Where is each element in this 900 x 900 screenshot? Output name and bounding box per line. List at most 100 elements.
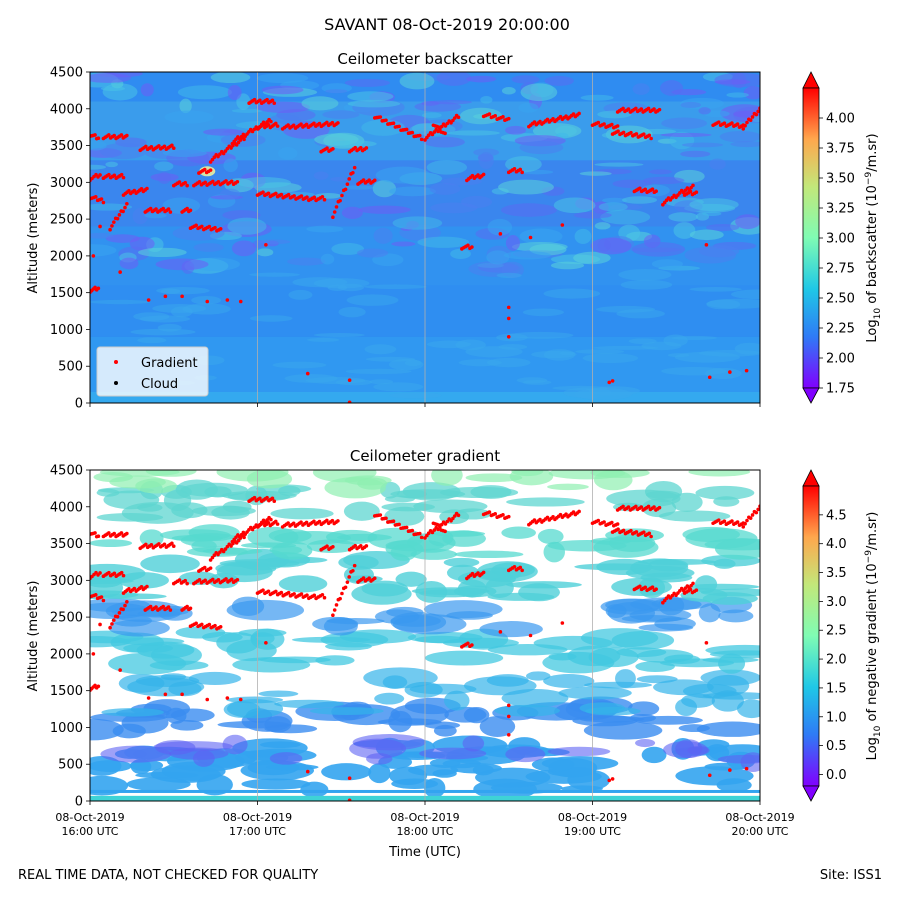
gradient-point xyxy=(216,577,221,582)
gradient-patch xyxy=(274,531,351,545)
gradient-point xyxy=(144,542,148,547)
gradient-point xyxy=(188,208,193,213)
gradient-point xyxy=(506,714,511,719)
gradient-point xyxy=(161,206,166,211)
gradient-point xyxy=(98,224,102,229)
gradient-point xyxy=(650,585,655,589)
backscatter-patch xyxy=(154,161,174,172)
gradient-point xyxy=(621,528,626,533)
gradient-point xyxy=(146,696,151,700)
gradient-point xyxy=(410,528,415,533)
gradient-point xyxy=(203,578,208,583)
gradient-title: Ceilometer gradient xyxy=(350,447,500,465)
gradient-patch xyxy=(479,715,516,737)
gradient-point xyxy=(117,213,122,217)
gradient-point xyxy=(456,115,461,120)
gradient-point xyxy=(148,206,153,211)
gradient-point xyxy=(205,697,210,702)
backscatter-patch xyxy=(137,337,167,344)
colorbar-tick-label: 3.25 xyxy=(826,202,855,217)
colorbar-tick-label: 3.0 xyxy=(826,595,847,610)
gradient-patch xyxy=(90,755,122,776)
backscatter-patch xyxy=(105,161,118,168)
gradient-point xyxy=(112,531,117,536)
y-tick-label: 500 xyxy=(58,758,83,773)
backscatter-patch xyxy=(391,241,416,247)
y-tick-label: 3000 xyxy=(50,574,83,589)
gradient-point xyxy=(404,525,409,530)
gradient-point xyxy=(123,603,127,608)
gradient-point xyxy=(272,499,277,503)
gradient-point xyxy=(213,623,217,628)
backscatter-patch xyxy=(503,251,551,260)
gradient-patch xyxy=(100,745,172,763)
x-tick-time-label: 18:00 UTC xyxy=(396,825,453,838)
backscatter-patch xyxy=(498,179,554,195)
gradient-point xyxy=(649,534,653,539)
gradient-point xyxy=(96,684,101,689)
backscatter-patch xyxy=(714,79,751,85)
gradient-point xyxy=(334,603,339,607)
gradient-point xyxy=(132,188,137,193)
legend-gradient-marker xyxy=(114,360,118,364)
gradient-point xyxy=(264,243,268,247)
gradient-patch xyxy=(395,571,427,587)
gradient-point xyxy=(93,593,98,597)
gradient-patch xyxy=(241,778,311,790)
gradient-point xyxy=(197,578,202,582)
gradient-point xyxy=(551,515,555,519)
backscatter-patch xyxy=(231,108,263,113)
gradient-point xyxy=(358,544,363,548)
gradient-point xyxy=(264,641,268,645)
colorbar-tick-label: 4.5 xyxy=(826,508,847,523)
gradient-field xyxy=(90,470,760,801)
gradient-point xyxy=(261,588,265,592)
gradient-point xyxy=(564,114,568,118)
gradient-point xyxy=(378,513,383,517)
colorbar-2-ticks: 0.0 0.5 1.0 1.5 2.0 2.5 3.0 3.5 4.0 4.5 xyxy=(819,508,847,783)
colorbar-label-log: Log xyxy=(865,319,880,342)
y-tick-label: 1000 xyxy=(50,323,83,338)
gradient-point xyxy=(161,604,166,609)
backscatter-patch xyxy=(436,72,472,86)
gradient-point xyxy=(652,505,656,509)
colorbar-1-label: Log10 of backscatter (10−9/m.sr) xyxy=(864,133,883,342)
gradient-point xyxy=(506,335,511,339)
gradient-point xyxy=(728,768,732,772)
colorbar-tick-label: 2.00 xyxy=(826,352,855,367)
backscatter-patch xyxy=(580,94,614,101)
gradient-point xyxy=(162,144,167,149)
gradient-point xyxy=(91,254,96,258)
colorbar-tick-label: 3.50 xyxy=(826,172,855,187)
backscatter-patch xyxy=(486,250,510,265)
gradient-patch xyxy=(463,676,537,696)
backscatter-patch xyxy=(501,203,557,217)
gradient-point xyxy=(183,180,188,185)
colorbar-tick-label: 2.50 xyxy=(826,292,855,307)
gradient-point xyxy=(330,518,335,523)
backscatter-patch xyxy=(346,294,399,306)
gradient-point xyxy=(107,531,111,535)
backscatter-patch xyxy=(223,158,238,173)
backscatter-patch xyxy=(598,202,628,212)
backscatter-patch xyxy=(342,185,374,190)
gradient-point xyxy=(520,568,524,573)
gradient-patch xyxy=(682,526,740,543)
gradient-point xyxy=(304,520,309,525)
gradient-point xyxy=(118,270,122,274)
y-tick-label: 4500 xyxy=(50,464,83,479)
gradient-point xyxy=(532,518,537,522)
gradient-colorbar: 0.0 0.5 1.0 1.5 2.0 2.5 3.0 3.5 4.0 4.5 Log10 of … xyxy=(802,469,883,802)
gradient-point xyxy=(91,652,96,656)
gradient-point xyxy=(352,165,357,170)
gradient-patch xyxy=(463,707,490,724)
backscatter-patch xyxy=(594,162,644,167)
backscatter-patch xyxy=(575,349,625,354)
gradient-point xyxy=(512,166,517,171)
backscatter-patch xyxy=(210,72,251,84)
gradient-point xyxy=(183,578,188,583)
backscatter-patch xyxy=(363,284,427,290)
gradient-patch xyxy=(231,596,265,616)
gradient-point xyxy=(506,116,511,121)
